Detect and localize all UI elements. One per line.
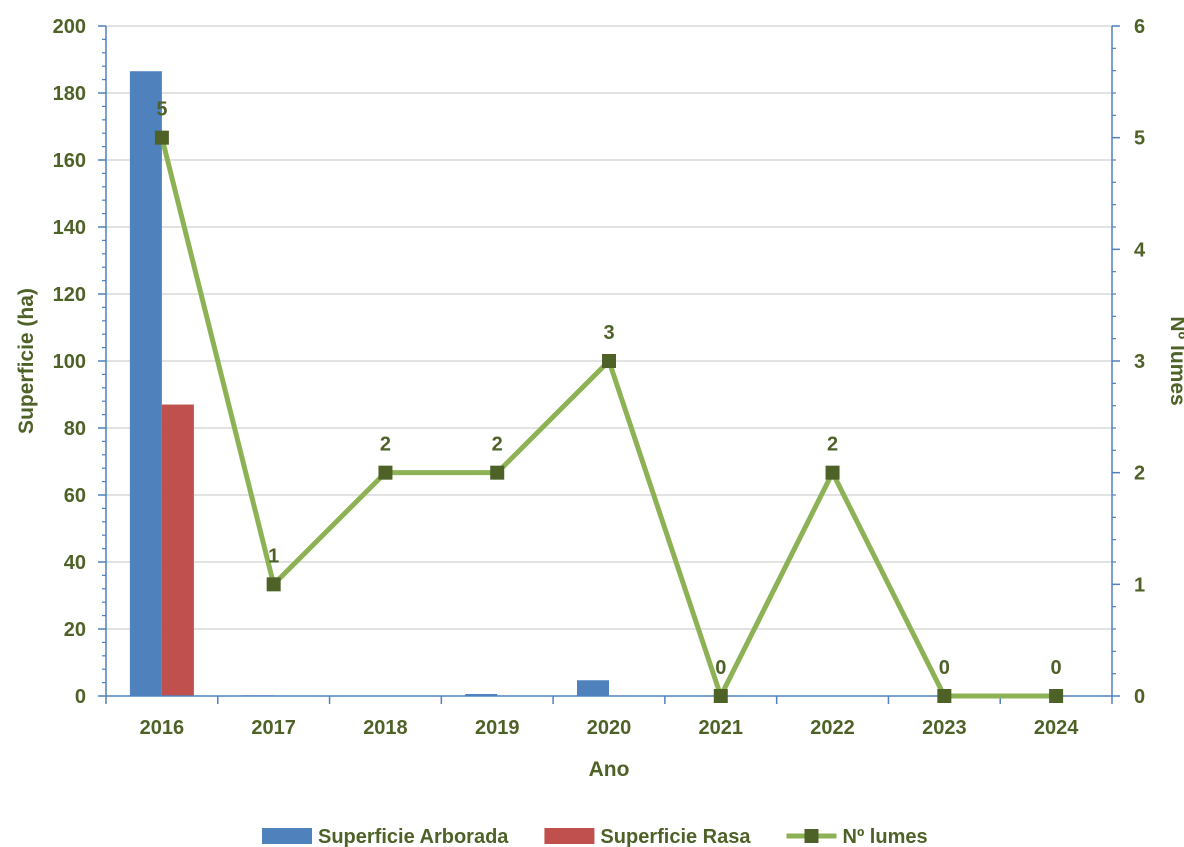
- y-tick-label: 40: [64, 552, 86, 574]
- legend-swatch-superficie-rasa: [544, 828, 595, 844]
- data-label-2023: 0: [939, 657, 950, 679]
- line-series: [154, 130, 1064, 703]
- y2-axis-title: Nº lumes: [1166, 316, 1184, 405]
- x-tick-label: 2017: [251, 717, 296, 739]
- x-tick-label: 2023: [922, 717, 967, 739]
- marker-nº-lumes-2020: [602, 354, 616, 368]
- y-tick-label: 60: [64, 485, 86, 507]
- legend-label-superficie-rasa: Superficie Rasa: [600, 826, 751, 847]
- data-label-2019: 2: [492, 434, 503, 456]
- legend-label-superficie-arborada: Superficie Arborada: [318, 826, 509, 847]
- x-tick-label: 2016: [140, 717, 185, 739]
- bar-superficie-arborada-2019: [465, 693, 498, 696]
- y2-tick-label: 3: [1134, 351, 1145, 373]
- bar-superficie-rasa-2016: [161, 404, 194, 696]
- bar-superficie-arborada-2016: [129, 71, 162, 697]
- x-axis-title: Ano: [589, 758, 630, 781]
- marker-nº-lumes-2023: [937, 689, 952, 703]
- x-tick-label: 2019: [475, 717, 520, 739]
- x-tick-label: 2024: [1034, 717, 1079, 739]
- marker-nº-lumes-2024: [1049, 689, 1064, 703]
- data-label-2020: 3: [603, 322, 614, 344]
- y2-tick-label: 0: [1134, 686, 1145, 708]
- y-axis-title: Superficie (ha): [15, 288, 38, 434]
- bar-superficie-arborada-2020: [577, 680, 609, 696]
- x-tick-label: 2021: [699, 717, 744, 739]
- legend: Superficie Arborada Superficie Rasa Nº lum…: [262, 826, 928, 847]
- line-nº-lumes: [159, 135, 1059, 699]
- y2-tick-label: 4: [1134, 239, 1146, 261]
- x-tick-label: 2020: [587, 717, 632, 739]
- y-tick-label: 80: [64, 418, 86, 440]
- y-tick-label: 0: [75, 686, 86, 708]
- x-tick-label: 2022: [810, 717, 855, 739]
- marker-nº-lumes-2019: [490, 465, 505, 480]
- data-label-2021: 0: [715, 657, 726, 679]
- marker-nº-lumes-2022: [825, 465, 840, 480]
- marker-nº-lumes-2017: [266, 577, 281, 592]
- marker-nº-lumes-2018: [378, 465, 393, 480]
- y-tick-label: 180: [53, 83, 86, 105]
- marker-nº-lumes-2016: [154, 130, 169, 145]
- legend-marker-n-lumes: [804, 829, 819, 843]
- y-tick-label: 20: [64, 619, 86, 641]
- data-label-2017: 1: [268, 545, 279, 567]
- data-label-2024: 0: [1051, 657, 1062, 679]
- y-tick-label: 200: [53, 16, 86, 38]
- legend-swatch-superficie-arborada: [262, 828, 312, 844]
- data-label-2022: 2: [827, 434, 838, 456]
- legend-label-n-lumes: Nº lumes: [843, 826, 928, 847]
- y2-tick-label: 2: [1134, 463, 1145, 485]
- y2-tick-label: 1: [1134, 574, 1145, 596]
- y-tick-label: 160: [53, 150, 86, 172]
- y2-tick-label: 5: [1134, 128, 1145, 150]
- x-tick-label: 2018: [363, 717, 408, 739]
- y-tick-label: 120: [53, 284, 86, 306]
- y-tick-label: 140: [53, 217, 86, 239]
- bars: [129, 71, 609, 697]
- y-tick-label: 100: [53, 351, 86, 373]
- data-label-2016: 5: [156, 99, 167, 121]
- y2-tick-label: 6: [1134, 16, 1145, 38]
- data-label-2018: 2: [380, 434, 391, 456]
- marker-nº-lumes-2021: [713, 689, 728, 703]
